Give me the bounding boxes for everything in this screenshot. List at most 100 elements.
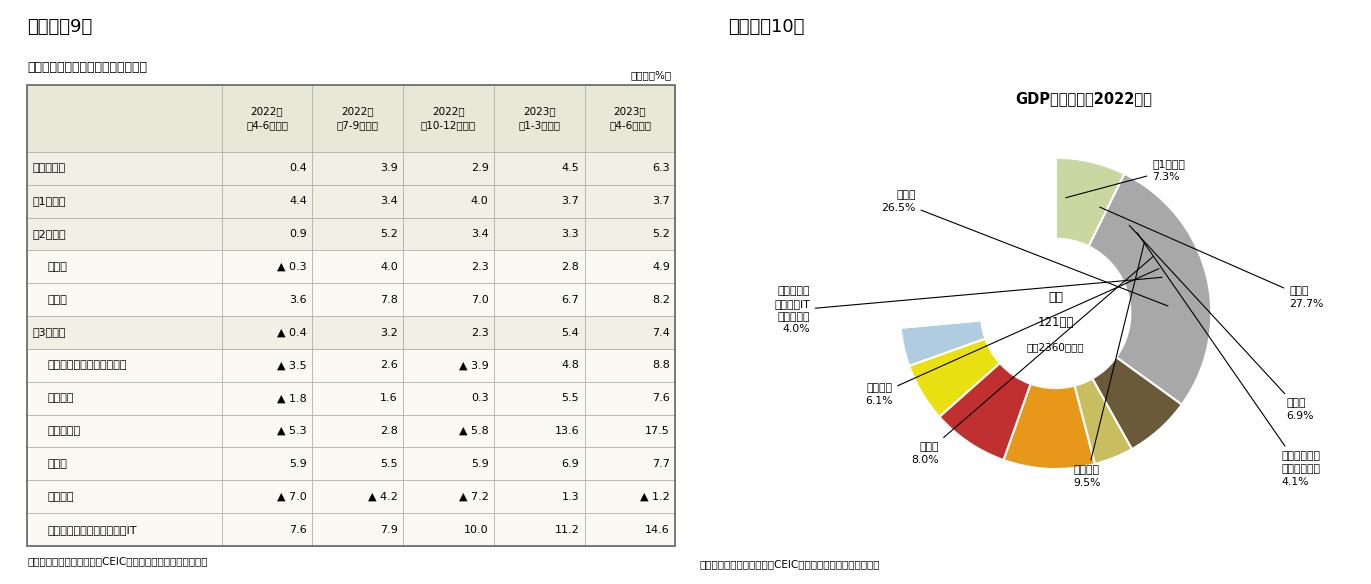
Text: 11.2: 11.2 xyxy=(554,524,580,534)
Text: 2023年
（1-3月期）: 2023年 （1-3月期） xyxy=(518,107,561,130)
FancyBboxPatch shape xyxy=(313,513,403,546)
Text: 0.4: 0.4 xyxy=(289,164,307,173)
Text: 4.0: 4.0 xyxy=(470,196,488,206)
FancyBboxPatch shape xyxy=(403,480,494,513)
Wedge shape xyxy=(899,158,1056,328)
FancyBboxPatch shape xyxy=(222,513,313,546)
Text: （単位：%）: （単位：%） xyxy=(631,71,672,81)
Text: ▲ 4.2: ▲ 4.2 xyxy=(367,492,398,502)
Text: （図表－9）: （図表－9） xyxy=(27,18,92,36)
FancyBboxPatch shape xyxy=(584,85,676,152)
FancyBboxPatch shape xyxy=(403,283,494,316)
FancyBboxPatch shape xyxy=(584,349,676,382)
FancyBboxPatch shape xyxy=(403,415,494,447)
Text: 0.3: 0.3 xyxy=(470,393,488,403)
FancyBboxPatch shape xyxy=(584,415,676,447)
FancyBboxPatch shape xyxy=(584,382,676,415)
Text: ▲ 3.9: ▲ 3.9 xyxy=(459,360,488,370)
Text: （資料）中国国家統計局、CEICよりニッセイ基礎研究所作成: （資料）中国国家統計局、CEICよりニッセイ基礎研究所作成 xyxy=(27,557,207,566)
FancyBboxPatch shape xyxy=(313,85,403,152)
Text: 5.5: 5.5 xyxy=(380,459,398,469)
FancyBboxPatch shape xyxy=(222,152,313,185)
FancyBboxPatch shape xyxy=(222,185,313,218)
FancyBboxPatch shape xyxy=(27,349,222,382)
Text: 2022年
（4-6月期）: 2022年 （4-6月期） xyxy=(245,107,288,130)
Text: 6.3: 6.3 xyxy=(653,164,670,173)
FancyBboxPatch shape xyxy=(313,349,403,382)
Text: 国内総生産: 国内総生産 xyxy=(33,164,66,173)
Text: 3.4: 3.4 xyxy=(380,196,398,206)
Text: 2023年
（4-6月期）: 2023年 （4-6月期） xyxy=(609,107,651,130)
Wedge shape xyxy=(1093,357,1182,449)
Text: ▲ 0.4: ▲ 0.4 xyxy=(277,328,307,338)
Text: 3.9: 3.9 xyxy=(380,164,398,173)
FancyBboxPatch shape xyxy=(494,152,584,185)
Text: 2022年
（10-12月期）: 2022年 （10-12月期） xyxy=(421,107,476,130)
Text: 6.9: 6.9 xyxy=(562,459,580,469)
FancyBboxPatch shape xyxy=(222,447,313,480)
Text: その他
26.5%: その他 26.5% xyxy=(882,190,1168,306)
Text: 7.6: 7.6 xyxy=(653,393,670,403)
FancyBboxPatch shape xyxy=(494,349,584,382)
FancyBboxPatch shape xyxy=(222,415,313,447)
Text: 7.7: 7.7 xyxy=(653,459,670,469)
Text: 情報通信・ソフトウェア・IT: 情報通信・ソフトウェア・IT xyxy=(47,524,137,534)
Bar xyxy=(27,85,676,546)
FancyBboxPatch shape xyxy=(494,217,584,251)
FancyBboxPatch shape xyxy=(494,251,584,283)
Text: （資料）中国国家統計局、CEICよりニッセイ基礎研究所作成: （資料）中国国家統計局、CEICよりニッセイ基礎研究所作成 xyxy=(699,559,880,569)
FancyBboxPatch shape xyxy=(494,85,584,152)
Text: 3.4: 3.4 xyxy=(470,229,488,239)
FancyBboxPatch shape xyxy=(494,382,584,415)
FancyBboxPatch shape xyxy=(313,217,403,251)
Text: 2022年
（7-9月期）: 2022年 （7-9月期） xyxy=(337,107,378,130)
FancyBboxPatch shape xyxy=(27,480,222,513)
FancyBboxPatch shape xyxy=(584,283,676,316)
Text: GDP産業構成（2022年）: GDP産業構成（2022年） xyxy=(1016,91,1152,106)
FancyBboxPatch shape xyxy=(584,316,676,349)
Text: 2.8: 2.8 xyxy=(380,426,398,436)
FancyBboxPatch shape xyxy=(313,283,403,316)
FancyBboxPatch shape xyxy=(27,85,222,152)
Text: 1.3: 1.3 xyxy=(562,492,580,502)
FancyBboxPatch shape xyxy=(403,85,494,152)
Text: 第1次産業: 第1次産業 xyxy=(33,196,66,206)
Text: 3.6: 3.6 xyxy=(289,295,307,305)
FancyBboxPatch shape xyxy=(403,513,494,546)
Text: 8.2: 8.2 xyxy=(653,295,670,305)
Text: 7.4: 7.4 xyxy=(653,328,670,338)
FancyBboxPatch shape xyxy=(584,251,676,283)
Text: 2.9: 2.9 xyxy=(470,164,488,173)
Text: 7.9: 7.9 xyxy=(380,524,398,534)
Text: 卸小売業
9.5%: 卸小売業 9.5% xyxy=(1073,243,1145,488)
FancyBboxPatch shape xyxy=(313,185,403,218)
FancyBboxPatch shape xyxy=(494,316,584,349)
Text: 第1次産業
7.3%: 第1次産業 7.3% xyxy=(1065,159,1185,198)
Text: 不動産業
6.1%: 不動産業 6.1% xyxy=(865,269,1158,406)
FancyBboxPatch shape xyxy=(27,185,222,218)
FancyBboxPatch shape xyxy=(584,152,676,185)
FancyBboxPatch shape xyxy=(222,217,313,251)
FancyBboxPatch shape xyxy=(222,283,313,316)
Text: 宿泊飲食業: 宿泊飲食業 xyxy=(47,426,81,436)
Text: 情報通信・
ソフト・IT
サービス業
4.0%: 情報通信・ ソフト・IT サービス業 4.0% xyxy=(775,277,1163,335)
Text: 7.8: 7.8 xyxy=(380,295,398,305)
Text: 5.9: 5.9 xyxy=(470,459,488,469)
FancyBboxPatch shape xyxy=(27,513,222,546)
Text: 3.7: 3.7 xyxy=(653,196,670,206)
Text: 1.6: 1.6 xyxy=(380,393,398,403)
FancyBboxPatch shape xyxy=(494,283,584,316)
Text: 8.8: 8.8 xyxy=(653,360,670,370)
Text: 121兆元: 121兆元 xyxy=(1038,317,1073,329)
Text: 2.6: 2.6 xyxy=(380,360,398,370)
Text: ▲ 1.2: ▲ 1.2 xyxy=(640,492,670,502)
FancyBboxPatch shape xyxy=(222,85,313,152)
FancyBboxPatch shape xyxy=(584,217,676,251)
Text: 7.0: 7.0 xyxy=(470,295,488,305)
Text: 4.8: 4.8 xyxy=(561,360,580,370)
FancyBboxPatch shape xyxy=(27,447,222,480)
FancyBboxPatch shape xyxy=(27,415,222,447)
FancyBboxPatch shape xyxy=(313,152,403,185)
Text: 6.7: 6.7 xyxy=(562,295,580,305)
Text: 2.8: 2.8 xyxy=(561,262,580,272)
